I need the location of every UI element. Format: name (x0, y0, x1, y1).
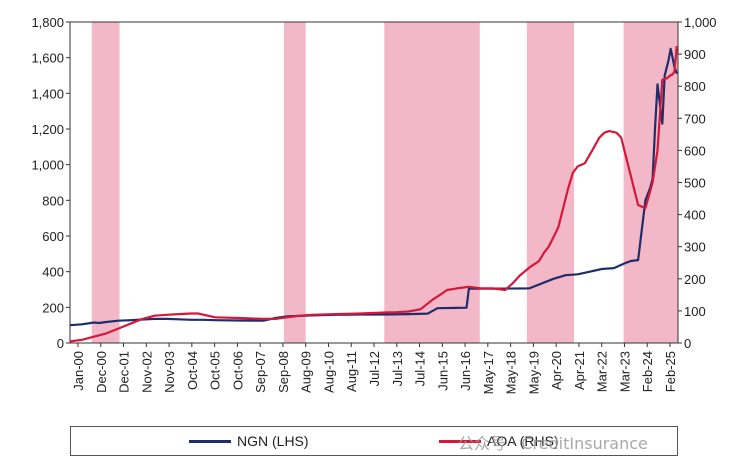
x-tick-label-6: Oct-05 (208, 351, 223, 390)
left-tick-label-8: 1,600 (31, 51, 64, 66)
x-tick-label-21: Apr-20 (549, 351, 564, 390)
right-tick-label-1: 100 (684, 304, 706, 319)
x-tick-label-20: May-19 (526, 351, 541, 394)
x-tick-label-23: Mar-22 (595, 351, 610, 392)
x-tick-label-8: Sep-07 (253, 351, 268, 393)
shaded-period-0 (91, 22, 120, 343)
left-tick-label-9: 1,800 (31, 15, 64, 30)
x-tick-label-18: May-17 (481, 351, 496, 394)
x-tick-label-2: Dec-01 (117, 351, 132, 393)
right-tick-label-5: 500 (684, 176, 706, 191)
left-tick-label-0: 0 (57, 336, 64, 351)
left-tick-label-4: 800 (42, 193, 64, 208)
shaded-period-2 (384, 22, 480, 343)
x-tick-label-16: Jun-15 (435, 351, 450, 391)
watermark: 公众号 · CreditInsurance (458, 434, 648, 453)
x-tick-label-9: Sep-08 (276, 351, 291, 393)
x-tick-label-5: Oct-04 (185, 351, 200, 390)
x-tick-label-0: Jan-00 (71, 351, 86, 391)
right-tick-label-2: 200 (684, 272, 706, 287)
x-tick-label-11: Aug-10 (321, 351, 336, 393)
x-tick-label-10: Aug-09 (299, 351, 314, 393)
shaded-period-1 (283, 22, 306, 343)
chart-svg: 0 200 400 600 800 1,000 1,200 1,400 1,600 1,800 0 1… (31, 15, 717, 394)
left-tick-label-5: 1,000 (31, 158, 64, 173)
x-tick-label-7: Oct-06 (230, 351, 245, 390)
x-tick-label-1: Dec-00 (94, 351, 109, 393)
plot-frame (69, 21, 679, 344)
left-tick-label-2: 400 (42, 265, 64, 280)
legend-item-ngn: NGN (LHS) (189, 433, 309, 449)
x-tick-label-19: May-18 (504, 351, 519, 394)
series-line-ngn (69, 47, 678, 327)
legend-swatch-ngn (189, 439, 231, 443)
right-tick-label-3: 300 (684, 240, 706, 255)
right-tick-label-6: 600 (684, 143, 706, 158)
x-tick-label-14: Jul-13 (390, 351, 405, 386)
x-tick-label-22: Apr-21 (572, 351, 587, 390)
right-tick-label-4: 400 (684, 208, 706, 223)
right-tick-label-9: 900 (684, 47, 706, 62)
x-tick-label-17: Jun-16 (458, 351, 473, 391)
x-tick-label-25: Feb-24 (640, 351, 655, 392)
right-tick-label-0: 0 (684, 336, 691, 351)
x-tick-label-24: Mar-23 (617, 351, 632, 392)
right-tick-label-10: 1,000 (684, 15, 717, 30)
legend-label-ngn: NGN (LHS) (237, 433, 309, 449)
right-tick-label-8: 800 (684, 79, 706, 94)
series-line-aoa (69, 45, 678, 343)
x-tick-label-26: Feb-25 (663, 351, 678, 392)
legend-label-aoa: AOA (RHS) (487, 433, 559, 449)
left-tick-label-7: 1,400 (31, 86, 64, 101)
left-tick-label-1: 200 (42, 300, 64, 315)
right-tick-label-7: 700 (684, 111, 706, 126)
legend-item-aoa: AOA (RHS) (439, 433, 559, 449)
shaded-period-3 (526, 22, 575, 343)
x-tick-label-3: Nov-02 (139, 351, 154, 393)
x-tick-label-12: Aug-11 (344, 351, 359, 392)
left-tick-label-3: 600 (42, 229, 64, 244)
left-tick-label-6: 1,200 (31, 122, 64, 137)
legend-swatch-aoa (439, 439, 481, 443)
x-tick-label-13: Jul-12 (367, 351, 382, 386)
legend: NGN (LHS) AOA (RHS) (70, 426, 678, 456)
x-tick-label-4: Nov-03 (162, 351, 177, 393)
x-tick-label-15: Jul-14 (413, 351, 428, 386)
